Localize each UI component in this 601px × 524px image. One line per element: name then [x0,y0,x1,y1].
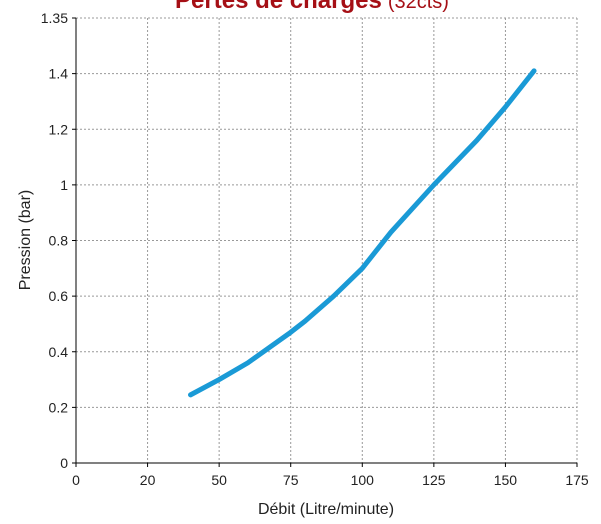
chart-subtitle: (32cts) [388,0,449,13]
y-tick-label: 1.35 [41,10,68,26]
y-tick-label: 1 [60,177,68,193]
x-tick-label: 100 [351,472,375,488]
y-tick-label: 1.2 [49,121,69,137]
y-tick-label: 0 [60,455,68,471]
x-tick-label: 0 [72,472,80,488]
y-tick-label: 0.4 [49,344,69,360]
x-tick-label: 150 [494,472,518,488]
x-axis-label: Débit (Litre/minute) [258,501,394,518]
chart-title-group: Pertes de charges (32cts) [175,0,449,14]
x-tick-label: 20 [140,472,156,488]
x-tick-label: 175 [565,472,589,488]
y-tick-label: 0.6 [49,288,69,304]
data-line [188,68,537,398]
y-tick-label: 0.2 [49,399,69,415]
x-tick-label: 125 [422,472,446,488]
x-tick-label: 75 [283,472,299,488]
x-tick-label: 50 [211,472,227,488]
y-tick-label: 0.8 [49,233,69,249]
y-tick-label: 1.4 [49,66,69,82]
y-axis-label: Pression (bar) [17,190,34,290]
chart-title: Pertes de charges [175,0,382,14]
